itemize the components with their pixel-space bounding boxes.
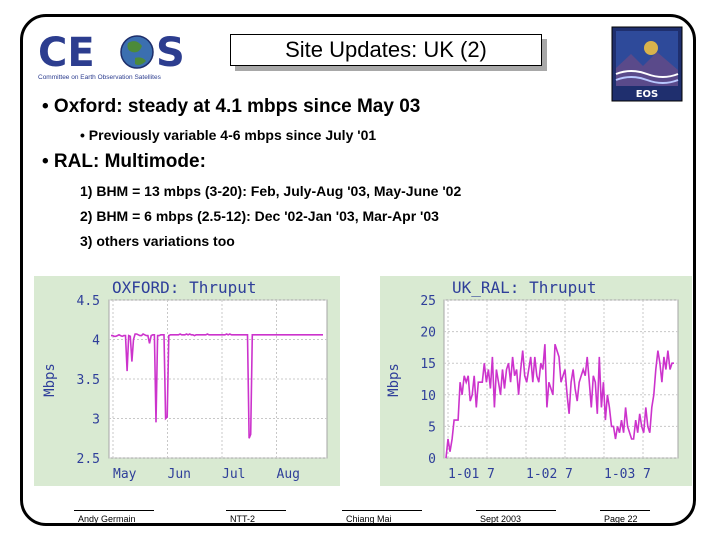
footer-page: Page 22 bbox=[604, 514, 638, 524]
ral-mode-3: 3) others variations too bbox=[80, 233, 235, 249]
ral-mode-2: 2) BHM = 6 mbps (2.5-12): Dec '02-Jan '0… bbox=[80, 208, 439, 224]
footer-rule bbox=[74, 510, 154, 511]
slide-title: Site Updates: UK (2) bbox=[230, 34, 542, 66]
y-tick-label: 4.5 bbox=[77, 294, 100, 309]
y-tick-label: 4 bbox=[92, 334, 100, 349]
y-axis-label: Mbps bbox=[386, 363, 402, 397]
x-tick-label: 1-01 bbox=[448, 467, 479, 482]
eos-logo-graphic: EOS bbox=[611, 26, 683, 102]
footer-rule bbox=[226, 510, 286, 511]
oxford-thruput-chart: OXFORD: Thruput Mbps 4.5 4 3.5 3 2.5 May Jun J… bbox=[34, 276, 340, 486]
y-tick-label: 20 bbox=[420, 326, 436, 341]
chart-title: OXFORD: Thruput bbox=[112, 278, 257, 297]
uk-ral-thruput-chart: UK_RAL: Thruput Mbps 25 20 15 10 5 0 1-01 7 1-0… bbox=[380, 276, 692, 486]
slide-frame bbox=[20, 14, 696, 526]
sun-icon bbox=[644, 41, 658, 55]
bullet-oxford: • Oxford: steady at 4.1 mbps since May 0… bbox=[42, 96, 421, 117]
x-tick-label: 1-03 bbox=[604, 467, 635, 482]
footer-author: Andy Germain bbox=[78, 514, 136, 524]
y-tick-label: 25 bbox=[420, 294, 436, 309]
uk-ral-series-line bbox=[445, 343, 674, 459]
footer-project: NTT-2 bbox=[230, 514, 256, 524]
oxford-series-line bbox=[111, 333, 323, 439]
ral-mode-1: 1) BHM = 13 mbps (3-20): Feb, July-Aug '… bbox=[80, 183, 462, 199]
footer-rule bbox=[600, 510, 650, 511]
svg-text:CE: CE bbox=[38, 30, 95, 73]
y-tick-label: 0 bbox=[428, 452, 436, 467]
x-tick-label: Jun bbox=[168, 467, 191, 482]
x-tick-label: 7 bbox=[565, 467, 573, 482]
y-tick-label: 15 bbox=[420, 357, 436, 372]
y-tick-label: 10 bbox=[420, 389, 436, 404]
ceos-logo: CE S bbox=[36, 28, 201, 88]
svg-text:EOS: EOS bbox=[636, 89, 659, 100]
y-axis-label: Mbps bbox=[42, 363, 58, 397]
title-box: Site Updates: UK (2) bbox=[230, 34, 550, 72]
eos-logo: EOS bbox=[611, 26, 683, 102]
x-tick-label: 1-02 bbox=[526, 467, 557, 482]
x-tick-label: Jul bbox=[222, 467, 245, 482]
footer-rule bbox=[342, 510, 422, 511]
bullet-ral: • RAL: Multimode: bbox=[42, 151, 206, 172]
x-tick-label: 7 bbox=[643, 467, 651, 482]
sub-bullet-oxford-previous: • Previously variable 4-6 mbps since Jul… bbox=[80, 127, 377, 143]
ceos-logo-graphic: CE S bbox=[38, 30, 185, 76]
x-tick-label: 7 bbox=[487, 467, 495, 482]
footer-date: Sept 2003 bbox=[480, 514, 522, 524]
footer-rule bbox=[476, 510, 556, 511]
y-tick-label: 3 bbox=[92, 413, 100, 428]
y-tick-label: 3.5 bbox=[77, 373, 100, 388]
logo-subtitle: Committee on Earth Observation Satellite… bbox=[38, 74, 161, 81]
y-tick-label: 2.5 bbox=[77, 452, 100, 467]
x-tick-label: Aug bbox=[277, 467, 300, 482]
svg-text:S: S bbox=[156, 30, 185, 73]
chart-title: UK_RAL: Thruput bbox=[452, 278, 597, 297]
x-tick-label: May bbox=[113, 467, 137, 482]
footer-location: Chiang Mai bbox=[346, 514, 392, 524]
y-tick-label: 5 bbox=[428, 420, 436, 435]
